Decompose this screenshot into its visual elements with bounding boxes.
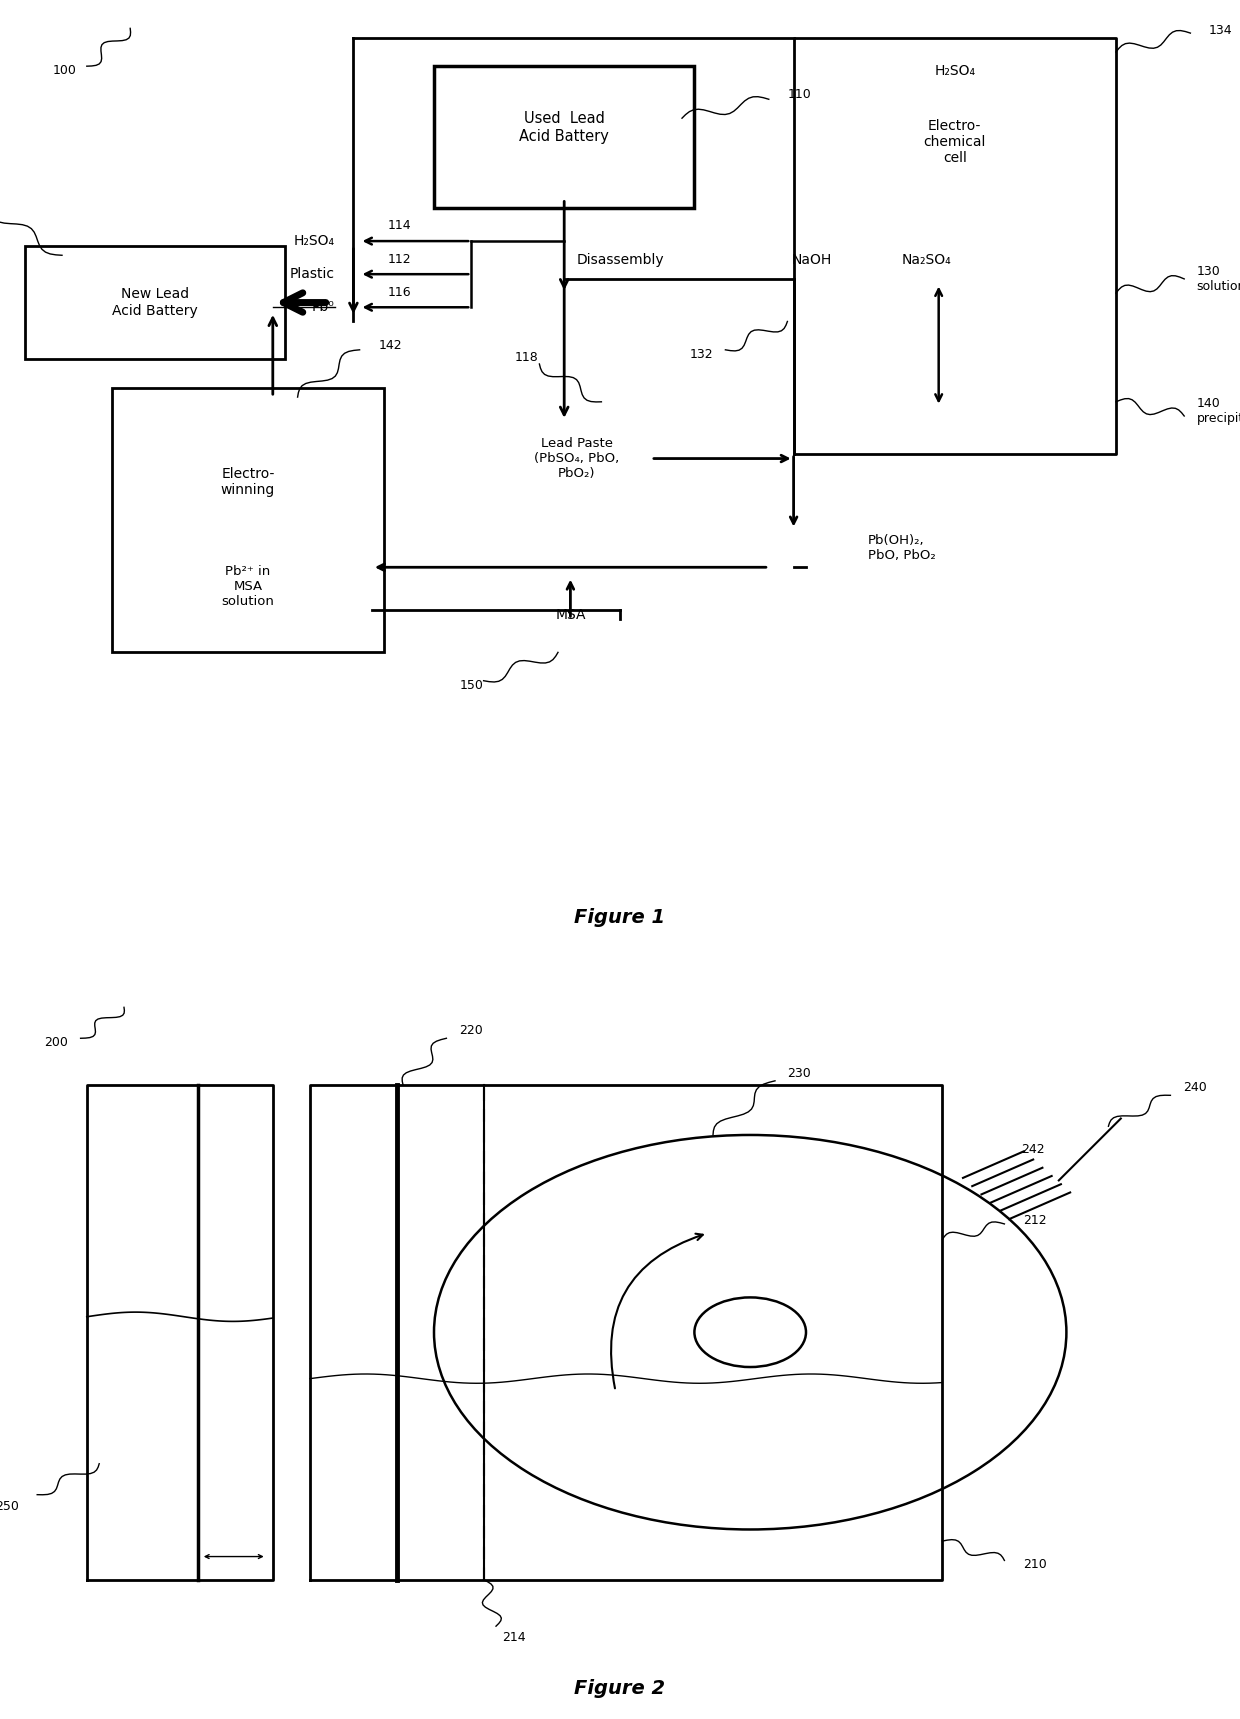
Text: 114: 114 xyxy=(388,220,412,232)
Text: 240: 240 xyxy=(1183,1081,1207,1093)
Text: Electro-
chemical
cell: Electro- chemical cell xyxy=(924,119,986,165)
Text: Na₂SO₄: Na₂SO₄ xyxy=(901,253,951,266)
FancyBboxPatch shape xyxy=(112,387,384,652)
Text: 212: 212 xyxy=(1023,1214,1047,1227)
Text: 112: 112 xyxy=(388,253,412,265)
Text: 116: 116 xyxy=(388,285,412,299)
Text: H₂SO₄: H₂SO₄ xyxy=(934,64,976,77)
FancyBboxPatch shape xyxy=(25,246,285,359)
Text: Figure 1: Figure 1 xyxy=(574,908,666,927)
Text: Pb²⁺ in
MSA
solution: Pb²⁺ in MSA solution xyxy=(222,564,274,609)
Text: Pb⁰: Pb⁰ xyxy=(312,301,335,315)
Text: 200: 200 xyxy=(45,1035,68,1049)
Text: 220: 220 xyxy=(459,1025,482,1037)
Text: 150: 150 xyxy=(459,679,484,693)
Text: 130
solution: 130 solution xyxy=(1197,265,1240,292)
Text: 230: 230 xyxy=(787,1066,811,1080)
Text: Plastic: Plastic xyxy=(290,266,335,282)
Text: Electro-
winning: Electro- winning xyxy=(221,468,275,497)
Text: 140
precipitate: 140 precipitate xyxy=(1197,397,1240,425)
Text: Figure 2: Figure 2 xyxy=(574,1678,666,1698)
Text: 100: 100 xyxy=(53,64,77,77)
Text: H₂SO₄: H₂SO₄ xyxy=(294,234,335,248)
Text: 210: 210 xyxy=(1023,1557,1047,1571)
Text: New Lead
Acid Battery: New Lead Acid Battery xyxy=(112,287,198,318)
Text: Lead Paste
(PbSO₄, PbO,
PbO₂): Lead Paste (PbSO₄, PbO, PbO₂) xyxy=(534,437,619,480)
Text: NaOH: NaOH xyxy=(792,253,832,266)
Text: Pb(OH)₂,
PbO, PbO₂: Pb(OH)₂, PbO, PbO₂ xyxy=(868,535,936,562)
Text: Disassembly: Disassembly xyxy=(577,253,663,266)
Text: 134: 134 xyxy=(1209,24,1233,36)
Text: 214: 214 xyxy=(502,1631,526,1645)
Text: 250: 250 xyxy=(0,1499,19,1513)
Text: 110: 110 xyxy=(787,88,811,101)
Text: MSA: MSA xyxy=(556,607,585,622)
FancyBboxPatch shape xyxy=(434,65,694,208)
Text: 118: 118 xyxy=(515,351,539,364)
Text: 142: 142 xyxy=(378,339,402,352)
Text: 242: 242 xyxy=(1022,1143,1045,1155)
Text: 132: 132 xyxy=(689,347,713,361)
Text: Used  Lead
Acid Battery: Used Lead Acid Battery xyxy=(520,112,609,144)
